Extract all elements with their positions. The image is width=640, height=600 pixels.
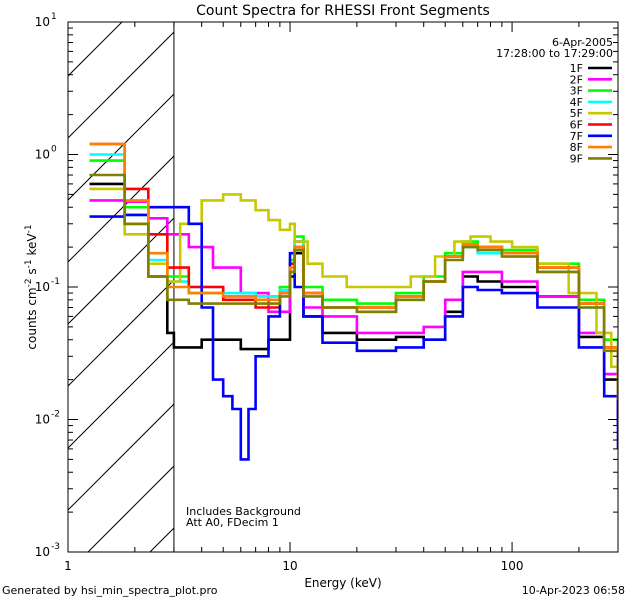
y-tick-exponent: 0 <box>51 145 57 155</box>
hatch-line <box>68 155 174 263</box>
chart-title: Count Spectra for RHESSI Front Segments <box>196 3 490 19</box>
legend-label-1F: 1F <box>570 62 583 75</box>
y-tick-label: 10 <box>35 15 50 29</box>
y-tick-label: 10 <box>35 413 50 427</box>
footer-timestamp: 10-Apr-2023 06:58 <box>522 584 625 597</box>
y-tick-exponent: 1 <box>51 12 57 22</box>
hatch-line <box>68 217 174 325</box>
hatch-line <box>68 403 174 511</box>
y-tick-label: 10 <box>35 280 50 294</box>
x-tick-label: 10 <box>282 559 297 573</box>
hatched-region <box>68 0 640 552</box>
y-tick-exponent: -3 <box>51 542 60 552</box>
legend-label-3F: 3F <box>570 85 583 98</box>
x-axis-label: Energy (keV) <box>304 576 381 590</box>
hatch-line <box>68 279 174 387</box>
footer-generated-by: Generated by hsi_min_spectra_plot.pro <box>2 584 218 597</box>
legend-label-8F: 8F <box>570 141 583 154</box>
hatch-line <box>149 527 174 552</box>
legend-label-6F: 6F <box>570 119 583 132</box>
y-tick-exponent: -1 <box>51 277 60 287</box>
x-tick-label: 100 <box>501 559 524 573</box>
axis-ticks <box>67 21 619 553</box>
hatch-line <box>584 0 640 552</box>
series-line-2F <box>89 199 618 426</box>
y-axis-label: counts cm-2 s-1 keV-1 <box>24 224 39 349</box>
legend-label-9F: 9F <box>570 152 583 165</box>
hatch-line <box>336 0 640 552</box>
series-line-7F <box>89 205 618 461</box>
y-tick-exponent: -2 <box>51 410 60 420</box>
legend-label-2F: 2F <box>570 73 583 86</box>
series-group <box>89 142 618 461</box>
date-label: 6-Apr-2005 <box>552 36 613 49</box>
x-tick-label: 1 <box>64 559 72 573</box>
legend-label-5F: 5F <box>570 107 583 120</box>
series-line-9F <box>89 173 618 401</box>
note-attenuator: Att A0, FDecim 1 <box>186 516 279 529</box>
legend-label-4F: 4F <box>570 96 583 109</box>
x-tick-labels: 1 10 100 <box>64 559 523 573</box>
legend-label-7F: 7F <box>570 130 583 143</box>
series-line-5F <box>89 187 618 397</box>
hatch-line <box>68 341 174 449</box>
time-label: 17:28:00 to 17:29:00 <box>496 47 613 60</box>
series-line-8F <box>89 142 618 397</box>
hatch-line <box>68 22 123 77</box>
hatch-line <box>460 0 640 552</box>
hatch-line <box>68 93 174 201</box>
note-background: Includes Background <box>186 505 301 518</box>
series-line-6F <box>89 142 618 397</box>
y-tick-label: 10 <box>35 148 50 162</box>
series-line-1F <box>89 182 618 426</box>
y-tick-label: 10 <box>35 545 50 559</box>
